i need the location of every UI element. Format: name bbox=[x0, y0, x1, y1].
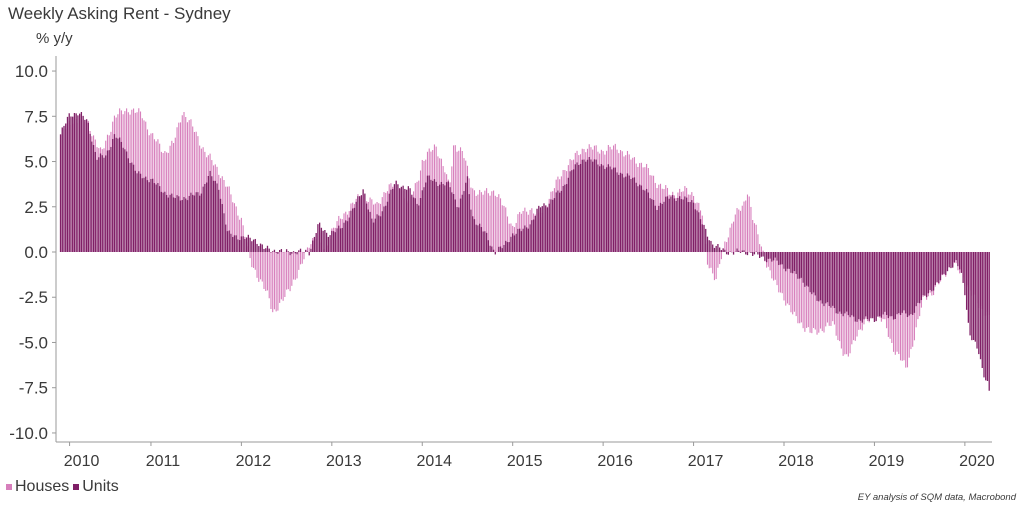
houses-swatch bbox=[6, 484, 12, 490]
y-tick-label: 2.5 bbox=[24, 198, 48, 217]
y-axis-label: % y/y bbox=[36, 30, 73, 47]
legend-label-units: Units bbox=[82, 478, 119, 495]
x-tick-label: 2015 bbox=[507, 453, 543, 470]
y-tick-label: 0.0 bbox=[24, 243, 48, 262]
y-tick-label: -5.0 bbox=[19, 333, 48, 352]
y-tick-label: 5.0 bbox=[24, 153, 48, 172]
x-tick-label: 2019 bbox=[869, 453, 905, 470]
y-tick-label: 7.5 bbox=[24, 107, 48, 126]
x-tick-label: 2018 bbox=[778, 453, 814, 470]
x-tick-label: 2011 bbox=[146, 453, 181, 470]
chart-title: Weekly Asking Rent - Sydney bbox=[8, 4, 231, 23]
legend: Houses Units bbox=[6, 478, 123, 496]
x-tick-label: 2020 bbox=[959, 453, 995, 470]
x-tick-label: 2012 bbox=[236, 453, 272, 470]
x-tick-label: 2017 bbox=[688, 453, 724, 470]
units-swatch bbox=[73, 484, 80, 490]
axes: 10.0 7.5 5.0 2.5 0.0 -2.5 -5.0 -7.5 -10.0 2010 201… bbox=[9, 56, 995, 470]
x-tick-label: 2013 bbox=[326, 453, 362, 470]
y-tick-label: -2.5 bbox=[19, 288, 48, 307]
legend-item-units: Units bbox=[73, 478, 119, 496]
legend-label-houses: Houses bbox=[15, 478, 70, 495]
source-note: EY analysis of SQM data, Macrobond bbox=[857, 492, 1016, 503]
legend-item-houses: Houses bbox=[6, 478, 69, 496]
units-bars bbox=[59, 111, 990, 391]
x-tick-label: 2016 bbox=[597, 453, 633, 470]
y-tick-label: 10.0 bbox=[15, 62, 48, 81]
y-tick-label: -10.0 bbox=[9, 424, 48, 443]
y-tick-label: -7.5 bbox=[19, 379, 48, 398]
x-tick-label: 2014 bbox=[416, 453, 452, 470]
x-tick-label: 2010 bbox=[64, 453, 100, 470]
